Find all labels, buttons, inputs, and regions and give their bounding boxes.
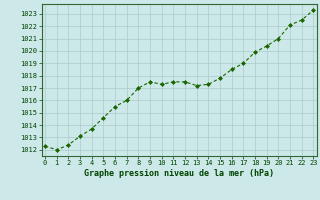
X-axis label: Graphe pression niveau de la mer (hPa): Graphe pression niveau de la mer (hPa) [84,169,274,178]
